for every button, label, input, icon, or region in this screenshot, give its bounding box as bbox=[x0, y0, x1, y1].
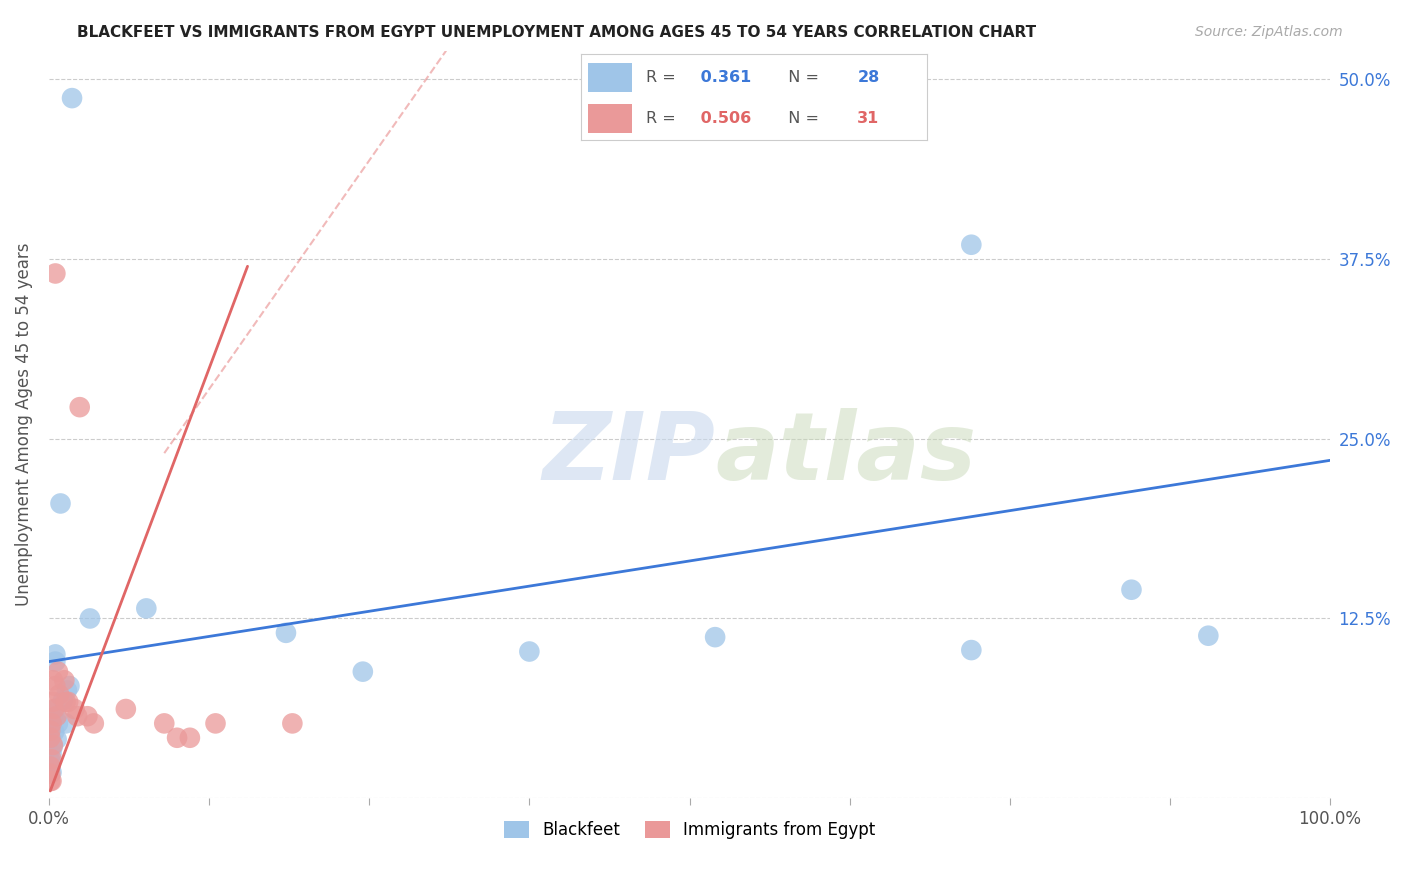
Point bbox=[39, 731, 62, 745]
Point bbox=[274, 625, 297, 640]
Point bbox=[69, 400, 91, 414]
Point bbox=[519, 644, 541, 658]
Point bbox=[42, 738, 65, 752]
Point bbox=[41, 765, 63, 780]
Text: Source: ZipAtlas.com: Source: ZipAtlas.com bbox=[1195, 25, 1343, 39]
Point bbox=[135, 601, 157, 615]
Point bbox=[41, 716, 63, 731]
Point bbox=[39, 766, 62, 780]
Point bbox=[76, 709, 98, 723]
Point bbox=[52, 693, 75, 707]
Point bbox=[1121, 582, 1143, 597]
Point bbox=[281, 716, 304, 731]
Point bbox=[42, 739, 65, 754]
Y-axis label: Unemployment Among Ages 45 to 54 years: Unemployment Among Ages 45 to 54 years bbox=[15, 243, 32, 607]
Point bbox=[44, 655, 66, 669]
Point bbox=[83, 716, 105, 731]
Point bbox=[41, 752, 63, 766]
Point bbox=[49, 496, 72, 510]
Point bbox=[42, 695, 65, 709]
Point bbox=[46, 716, 69, 731]
Point bbox=[58, 679, 80, 693]
Point bbox=[44, 648, 66, 662]
Point bbox=[179, 731, 201, 745]
Point bbox=[42, 673, 65, 688]
Point bbox=[42, 725, 65, 739]
Text: atlas: atlas bbox=[716, 409, 976, 500]
Point bbox=[960, 643, 983, 657]
Point bbox=[55, 695, 77, 709]
Point bbox=[114, 702, 136, 716]
Point bbox=[66, 709, 89, 723]
Point bbox=[56, 695, 79, 709]
Point bbox=[46, 665, 69, 679]
Point bbox=[60, 91, 83, 105]
Point bbox=[166, 731, 188, 745]
Point bbox=[45, 732, 67, 747]
Point bbox=[1197, 629, 1219, 643]
Point bbox=[79, 611, 101, 625]
Point bbox=[63, 702, 86, 716]
Point bbox=[204, 716, 226, 731]
Point bbox=[48, 688, 70, 702]
Text: ZIP: ZIP bbox=[543, 409, 716, 500]
Point bbox=[42, 702, 65, 716]
Point bbox=[39, 754, 62, 768]
Point bbox=[44, 702, 66, 716]
Point bbox=[41, 773, 63, 788]
Point bbox=[153, 716, 176, 731]
Point bbox=[55, 716, 77, 731]
Point bbox=[44, 267, 66, 281]
Point bbox=[39, 723, 62, 738]
Point bbox=[704, 630, 727, 644]
Point bbox=[39, 761, 62, 775]
Point bbox=[960, 237, 983, 252]
Text: BLACKFEET VS IMMIGRANTS FROM EGYPT UNEMPLOYMENT AMONG AGES 45 TO 54 YEARS CORREL: BLACKFEET VS IMMIGRANTS FROM EGYPT UNEMP… bbox=[77, 25, 1036, 40]
Point bbox=[56, 683, 79, 698]
Point bbox=[45, 709, 67, 723]
Point bbox=[39, 773, 62, 788]
Point bbox=[44, 679, 66, 693]
Point bbox=[53, 673, 76, 688]
Point bbox=[42, 711, 65, 725]
Point bbox=[39, 759, 62, 773]
Legend: Blackfeet, Immigrants from Egypt: Blackfeet, Immigrants from Egypt bbox=[496, 814, 882, 846]
Point bbox=[352, 665, 374, 679]
Point bbox=[41, 747, 63, 761]
